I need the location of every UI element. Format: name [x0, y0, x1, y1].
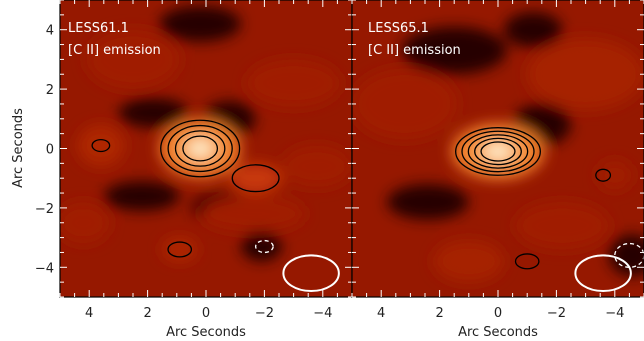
emission-peak — [483, 143, 513, 160]
negative-contour — [254, 239, 274, 254]
x-tick-label: −4 — [313, 306, 332, 321]
x-tick-label: −4 — [605, 306, 624, 321]
emission-blob — [86, 29, 180, 90]
heatmap-less65 — [352, 0, 644, 297]
contours-less65 — [455, 127, 644, 293]
heatmap-less61 — [60, 0, 352, 297]
emission-blob — [229, 163, 282, 194]
ticks-less65: 4 2 0 −2 −4 — [351, 0, 644, 321]
emission-blob — [200, 196, 306, 232]
dark-region — [241, 231, 282, 262]
panel-line-label: [C II] emission — [68, 43, 161, 58]
contour-line — [480, 141, 516, 162]
beam-ellipse — [282, 254, 340, 293]
emission-blob — [60, 201, 110, 244]
dark-region — [103, 181, 180, 211]
panel-line-label: [C II] emission — [368, 43, 461, 58]
y-tick-label: 4 — [46, 24, 54, 39]
contour-line — [595, 168, 612, 182]
y-tick-label: 0 — [46, 143, 54, 158]
x-tick-label: 4 — [85, 306, 93, 321]
x-tick-label: 2 — [435, 306, 443, 321]
contours-less61 — [91, 119, 340, 293]
emission-blob — [352, 68, 458, 140]
emission-peak — [187, 139, 213, 158]
dark-region — [118, 98, 189, 128]
contour-line — [174, 130, 226, 167]
beam-ellipse — [574, 254, 632, 293]
contour-line — [455, 127, 541, 176]
y-tick-label: −4 — [35, 261, 54, 276]
emission-blob — [281, 145, 352, 188]
emission-blob — [527, 38, 644, 110]
x-tick-label: 4 — [377, 306, 385, 321]
emission-blob — [162, 237, 198, 262]
contour-line — [167, 241, 193, 258]
panel-source-label: LESS61.1 — [68, 21, 129, 36]
x-axis-label: Arc Seconds — [166, 325, 246, 340]
dark-region — [387, 184, 469, 220]
x-tick-label: 2 — [143, 306, 151, 321]
contour-line — [182, 135, 219, 162]
contour-line — [231, 164, 280, 193]
ticks-less61: 4 2 0 −2 −4 4 2 0 −2 −4 — [35, 0, 353, 321]
y-tick-label: 2 — [46, 83, 54, 98]
contour-line — [467, 134, 529, 169]
emission-blob — [433, 240, 504, 283]
x-tick-label: 0 — [494, 306, 502, 321]
contour-line — [461, 130, 535, 173]
panel-source-label: LESS65.1 — [368, 21, 429, 36]
contour-line — [514, 253, 540, 270]
x-tick-label: −2 — [255, 306, 274, 321]
contour-line — [167, 124, 233, 173]
panel-less65: 4 2 0 −2 −4 LESS65.1 [C II] emission — [351, 0, 644, 321]
dark-region — [159, 5, 242, 42]
x-tick-label: −2 — [547, 306, 566, 321]
y-axis-label: Arc Seconds — [11, 108, 26, 188]
contour-line — [160, 119, 241, 178]
dark-region — [401, 26, 507, 75]
emission-blob — [77, 124, 125, 167]
contour-line — [474, 137, 522, 166]
emission-blob — [597, 160, 633, 191]
dark-region — [503, 11, 563, 48]
emission-blob — [515, 201, 609, 250]
y-tick-label: −2 — [35, 202, 54, 217]
x-axis-label: Arc Seconds — [458, 325, 538, 340]
panel-less61: 4 2 0 −2 −4 4 2 0 −2 −4 LESS61.1 [C II] emission — [35, 0, 353, 321]
emission-blob — [246, 59, 341, 107]
x-tick-label: 0 — [202, 306, 210, 321]
contour-line — [91, 138, 111, 153]
